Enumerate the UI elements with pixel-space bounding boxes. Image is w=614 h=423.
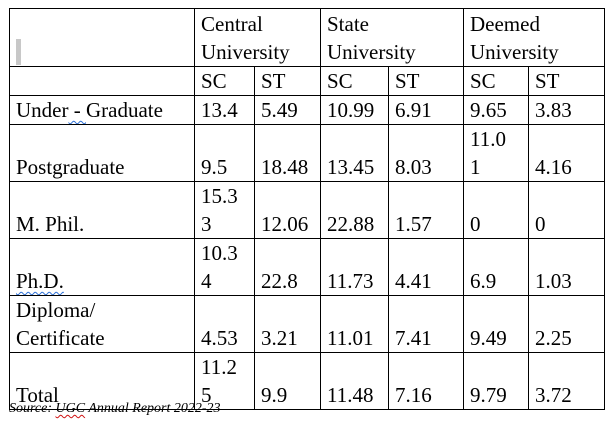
table-row: Under - Graduate 13.4 5.49 10.99 6.91 9.65 3.8… — [9, 95, 605, 125]
cell-mphil-central-st: 12.06 — [254, 181, 321, 239]
cell-total-central-sc: 11.2 5 — [194, 352, 255, 410]
cell-postgraduate-deemed-st: 4.16 — [528, 124, 605, 182]
cell-under-graduate-state-st: 6.91 — [388, 95, 464, 125]
cell-total-state-st: 7.16 — [388, 352, 464, 410]
table-row: Diploma/ Certificate 4.53 3.21 11.01 7.41 9.4… — [9, 295, 605, 353]
cell-total-central-st: 9.9 — [254, 352, 321, 410]
cell-mphil-central-sc: 15.3 3 — [194, 181, 255, 239]
cell-phd-deemed-st: 1.03 — [528, 238, 605, 296]
cell-under-graduate-state-sc: 10.99 — [320, 95, 389, 125]
cell-mphil-state-sc: 22.88 — [320, 181, 389, 239]
subheader-blank-cell — [9, 66, 195, 96]
text-cursor-mark — [16, 39, 21, 65]
cell-postgraduate-deemed-sc: 11.0 1 — [463, 124, 529, 182]
table-corner-cell — [9, 8, 195, 67]
source-note: Source: UGC Annual Report 2022-23 — [9, 400, 221, 418]
cell-mphil-deemed-sc: 0 — [463, 181, 529, 239]
table-row: Total 11.2 5 9.9 11.48 7.16 9.79 3.72 — [9, 352, 605, 410]
cell-diploma-certificate-state-st: 7.41 — [388, 295, 464, 353]
cell-mphil-state-st: 1.57 — [388, 181, 464, 239]
cell-under-graduate-deemed-sc: 9.65 — [463, 95, 529, 125]
cell-phd-state-sc: 11.73 — [320, 238, 389, 296]
cell-phd-central-st: 22.8 — [254, 238, 321, 296]
cell-postgraduate-state-st: 8.03 — [388, 124, 464, 182]
cell-under-graduate-central-st: 5.49 — [254, 95, 321, 125]
cell-diploma-certificate-state-sc: 11.01 — [320, 295, 389, 353]
group-header-state: State University — [320, 8, 464, 67]
cell-phd-central-sc: 10.3 4 — [194, 238, 255, 296]
subheader-state-sc: SC — [320, 66, 389, 96]
cell-diploma-certificate-deemed-st: 2.25 — [528, 295, 605, 353]
cell-phd-deemed-sc: 6.9 — [463, 238, 529, 296]
row-label-diploma-certificate: Diploma/ Certificate — [9, 295, 195, 353]
source-rest: Annual Report 2022-23 — [85, 401, 221, 416]
table-row: M. Phil. 15.3 3 12.06 22.88 1.57 0 0 — [9, 181, 605, 239]
row-label-total: Total — [9, 352, 195, 410]
source-prefix: Source: — [9, 401, 56, 416]
subheader-state-st: ST — [388, 66, 464, 96]
cell-diploma-certificate-central-sc: 4.53 — [194, 295, 255, 353]
cell-under-graduate-central-sc: 13.4 — [194, 95, 255, 125]
subheader-central-sc: SC — [194, 66, 255, 96]
cell-diploma-certificate-deemed-sc: 9.49 — [463, 295, 529, 353]
cell-phd-state-st: 4.41 — [388, 238, 464, 296]
cell-postgraduate-central-st: 18.48 — [254, 124, 321, 182]
subheader-deemed-sc: SC — [463, 66, 529, 96]
row-label-under-graduate: Under - Graduate — [9, 95, 195, 125]
table-row: Postgraduate 9.5 18.48 13.45 8.03 11.0 1 4.16 — [9, 124, 605, 182]
row-label-mphil: M. Phil. — [9, 181, 195, 239]
source-ugc: UGC — [55, 401, 86, 416]
group-header-deemed: Deemed University — [463, 8, 605, 67]
cell-mphil-deemed-st: 0 — [528, 181, 605, 239]
subheader-deemed-st: ST — [528, 66, 605, 96]
cell-total-state-sc: 11.48 — [320, 352, 389, 410]
group-header-central: Central University — [194, 8, 321, 67]
cell-total-deemed-st: 3.72 — [528, 352, 605, 410]
subheader-central-st: ST — [254, 66, 321, 96]
cell-under-graduate-deemed-st: 3.83 — [528, 95, 605, 125]
cell-diploma-certificate-central-st: 3.21 — [254, 295, 321, 353]
cell-postgraduate-state-sc: 13.45 — [320, 124, 389, 182]
cell-total-deemed-sc: 9.79 — [463, 352, 529, 410]
enrollment-table: Central University State University Deem… — [9, 8, 605, 410]
row-label-phd: Ph.D. — [9, 238, 195, 296]
row-label-postgraduate: Postgraduate — [9, 124, 195, 182]
cell-postgraduate-central-sc: 9.5 — [194, 124, 255, 182]
table-row: Ph.D. 10.3 4 22.8 11.73 4.41 6.9 1.03 — [9, 238, 605, 296]
spellcheck-mark: Ph.D. — [16, 269, 64, 293]
spellcheck-mark: - — [68, 98, 86, 122]
